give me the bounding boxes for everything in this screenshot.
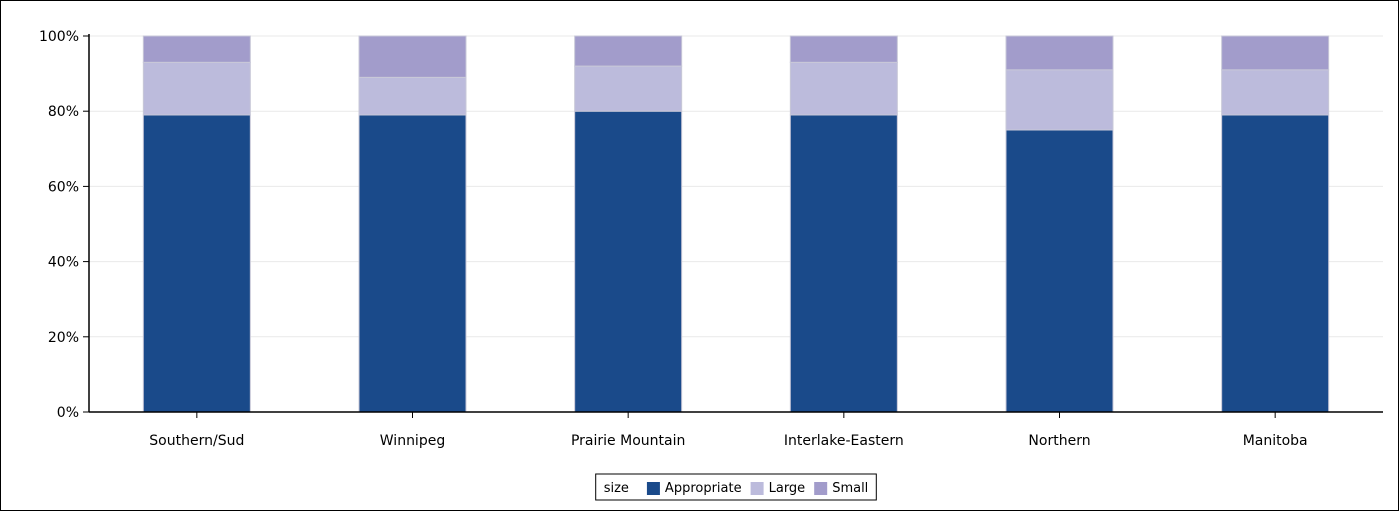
legend: size Appropriate Large Small [595, 473, 877, 501]
x-tick-label: Prairie Mountain [571, 433, 685, 449]
bar-segment-small [789, 35, 898, 63]
grid-lines [89, 35, 1383, 338]
x-tick-label: Southern/Sud [149, 433, 244, 449]
bar-segment-large [1221, 69, 1330, 116]
bar-segment-appropriate [574, 110, 683, 413]
legend-label-small: Small [832, 481, 868, 496]
x-tick-label: Interlake-Eastern [784, 433, 904, 449]
bar-segment-large [142, 61, 251, 116]
legend-title: size [604, 481, 629, 496]
y-tick-label: 0% [57, 405, 79, 421]
legend-swatch-small [814, 482, 828, 495]
bar-segment-appropriate [789, 114, 898, 413]
y-tick-label: 80% [48, 104, 79, 120]
legend-label-large: Large [769, 481, 806, 496]
bar-segment-small [142, 35, 251, 63]
y-tick-label: 20% [48, 330, 79, 346]
bar-segment-appropriate [1221, 114, 1330, 413]
bar-segment-appropriate [142, 114, 251, 413]
bar-segment-small [574, 35, 683, 67]
bar-segment-large [1005, 69, 1114, 131]
bar-segment-large [574, 65, 683, 112]
bar-segment-appropriate [358, 114, 467, 413]
legend-box [595, 473, 877, 501]
bar-segment-large [358, 76, 467, 116]
x-tick-label: Northern [1028, 433, 1090, 449]
x-axis-ticks: Southern/Sud Winnipeg Prairie Mountain Inte… [149, 412, 1308, 449]
y-axis-ticks: 0% 20% 40% 60% 80% 100% [39, 29, 89, 421]
bar-segment-appropriate [1005, 129, 1114, 413]
x-tick-label: Winnipeg [380, 433, 445, 449]
bar-segment-small [1221, 35, 1330, 71]
y-tick-label: 40% [48, 255, 79, 271]
bar-segment-small [358, 35, 467, 78]
x-tick-label: Manitoba [1243, 433, 1308, 449]
bars [142, 35, 1330, 413]
bar-segment-large [789, 61, 898, 116]
legend-swatch-appropriate [646, 482, 660, 495]
y-tick-label: 100% [39, 29, 79, 45]
bar-segment-small [1005, 35, 1114, 71]
legend-swatch-large [750, 482, 764, 495]
y-tick-label: 60% [48, 179, 79, 195]
legend-label-appropriate: Appropriate [665, 481, 742, 496]
